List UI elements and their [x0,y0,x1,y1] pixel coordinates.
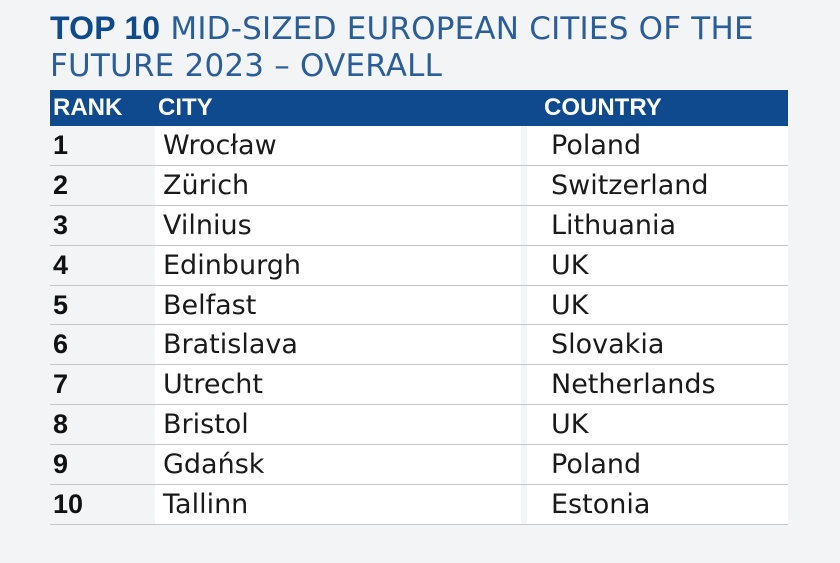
table-row: 3 Vilnius Lithuania [50,205,788,246]
city-name: Bratislava [163,329,298,361]
header-rank: RANK [53,94,123,121]
rank-cell: 2 [50,169,155,201]
country-name: Poland [551,449,642,481]
country-cell: UK [527,405,788,445]
country-name: UK [551,409,589,441]
table-header: RANK CITY COUNTRY [50,90,788,126]
country-name: Netherlands [551,369,716,401]
table-row: 1 Wrocław Poland [50,126,788,166]
city-cell: Belfast [155,285,527,325]
country-name: UK [551,249,589,281]
country-cell: UK [527,285,788,325]
city-name: Zürich [163,169,250,201]
city-cell: Bratislava [155,325,527,365]
city-name: Vilnius [163,209,252,241]
country-cell: Slovakia [527,325,788,365]
city-name: Gdańsk [163,449,265,481]
country-name: UK [551,289,589,321]
rank-cell: 10 [50,488,155,520]
rank-cell: 6 [50,329,155,361]
rankings-table: RANK CITY COUNTRY 1 Wrocław Poland 2 Zürich S… [50,90,788,525]
rank-cell: 8 [50,409,155,441]
city-cell: Zürich [155,165,527,205]
city-cell: Gdańsk [155,445,527,485]
city-name: Belfast [163,289,257,321]
country-name: Poland [551,129,642,161]
table-row: 5 Belfast UK [50,285,788,326]
city-cell: Edinburgh [155,245,527,285]
title-bold: TOP 10 [50,10,161,46]
rank-cell: 5 [50,289,155,321]
country-cell: Poland [527,126,788,165]
rank-cell: 4 [50,249,155,281]
table-row: 6 Bratislava Slovakia [50,325,788,366]
country-name: Slovakia [551,329,665,361]
rank-cell: 3 [50,209,155,241]
header-country: COUNTRY [544,94,662,121]
city-cell: Wrocław [155,126,527,165]
table-row: 9 Gdańsk Poland [50,445,788,486]
country-cell: Netherlands [527,365,788,405]
rank-cell: 7 [50,369,155,401]
city-cell: Utrecht [155,365,527,405]
city-name: Utrecht [163,369,264,401]
city-cell: Vilnius [155,205,527,245]
rank-cell: 1 [50,129,155,161]
table-row: 7 Utrecht Netherlands [50,365,788,406]
rank-cell: 9 [50,449,155,481]
country-name: Lithuania [551,209,677,241]
country-cell: Switzerland [527,165,788,205]
country-cell: Poland [527,445,788,485]
table-row: 10 Tallinn Estonia [50,485,788,525]
page-title: TOP 10 MID-SIZED EUROPEAN CITIES OF THE … [50,10,810,85]
table-row: 8 Bristol UK [50,405,788,446]
city-name: Wrocław [163,129,277,161]
country-cell: Lithuania [527,205,788,245]
city-name: Bristol [163,409,249,441]
country-name: Switzerland [551,169,709,201]
table-row: 4 Edinburgh UK [50,245,788,286]
country-cell: UK [527,245,788,285]
header-city: CITY [158,94,213,121]
country-cell: Estonia [527,485,788,524]
city-name: Edinburgh [163,249,301,281]
city-name: Tallinn [163,488,249,520]
city-cell: Bristol [155,405,527,445]
country-name: Estonia [551,488,651,520]
title-rest: MID-SIZED EUROPEAN CITIES OF THE FUTURE … [50,11,754,84]
city-cell: Tallinn [155,485,527,524]
table-body: 1 Wrocław Poland 2 Zürich Switzerland 3 Vilnius… [50,126,788,525]
table-row: 2 Zürich Switzerland [50,165,788,206]
